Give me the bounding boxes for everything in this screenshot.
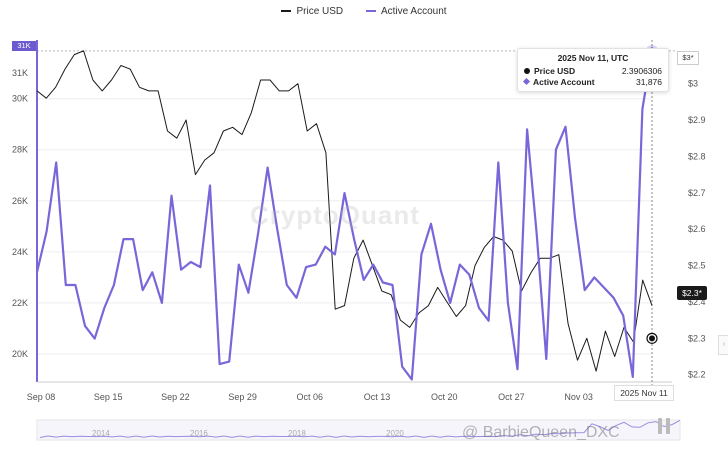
tooltip: 2025 Nov 11, UTC Price USD 2.3906306 Act… bbox=[517, 48, 669, 92]
author-credit: @ BarbieQueen_DXC bbox=[462, 424, 620, 441]
left-tick-label: 31K bbox=[12, 68, 28, 78]
navigator-handle-left bbox=[658, 418, 662, 434]
tooltip-row-account: Active Account 31,876 bbox=[522, 76, 662, 87]
price-marker bbox=[649, 335, 655, 342]
tooltip-price-value: 2.3906306 bbox=[621, 65, 662, 76]
legend-item-account[interactable]: Active Account bbox=[365, 5, 447, 17]
crosshair-date: 2025 Nov 11 bbox=[614, 385, 674, 401]
x-tick-label: Sep 29 bbox=[228, 392, 257, 402]
tooltip-row-price: Price USD 2.3906306 bbox=[524, 65, 662, 76]
legend-label-price: Price USD bbox=[296, 5, 344, 17]
legend: Price USD Active Account bbox=[0, 4, 728, 17]
active-account-line bbox=[35, 50, 654, 381]
account-swatch bbox=[365, 10, 376, 12]
right-tick-label: $2.3 bbox=[688, 333, 706, 343]
left-tick-label: 30K bbox=[12, 94, 28, 104]
right-tick-label: $2.9 bbox=[688, 115, 706, 125]
x-tick-label: Oct 20 bbox=[431, 392, 458, 402]
x-tick-label: Oct 13 bbox=[364, 392, 391, 402]
x-tick-label: Oct 27 bbox=[498, 392, 525, 402]
account-dot-icon bbox=[522, 77, 531, 86]
price-dot-icon bbox=[524, 67, 530, 74]
right-tick-label: $2.4 bbox=[688, 297, 706, 307]
left-tick-label: 28K bbox=[12, 145, 28, 155]
price-swatch bbox=[281, 10, 292, 12]
tooltip-account-value: 31,876 bbox=[636, 76, 662, 87]
left-tick-label: 22K bbox=[12, 298, 28, 308]
price-axis-marker: $2.3* bbox=[677, 286, 707, 300]
right-tick-label: $2.2 bbox=[688, 370, 706, 380]
x-tick-label: Nov 03 bbox=[564, 392, 593, 402]
x-tick-label: Sep 15 bbox=[94, 392, 123, 402]
navigator-handle-right bbox=[666, 418, 670, 434]
price-top-marker: $3* bbox=[677, 51, 699, 65]
navigator-line bbox=[39, 419, 681, 438]
x-tick-label: Sep 08 bbox=[27, 392, 56, 402]
x-axis: Sep 08 Sep 15 Sep 22 Sep 29 Oct 06 Oct 13 Oct … bbox=[27, 392, 593, 402]
legend-label-account: Active Account bbox=[380, 5, 447, 17]
left-tick-label: 24K bbox=[12, 247, 28, 257]
left-tick-label: 20K bbox=[12, 349, 28, 359]
account-axis-marker: 31K bbox=[12, 41, 36, 51]
left-axis: 20K 22K 24K 26K 28K 30K 31K bbox=[12, 68, 28, 359]
price-usd-line bbox=[36, 50, 653, 372]
legend-item-price[interactable]: Price USD bbox=[281, 6, 343, 17]
tooltip-account-label: Active Account bbox=[533, 76, 595, 87]
right-axis: $2.2 $2.3 $2.4 $2.5 $2.6 $2.7 $2.8 $2.9 $3 bbox=[688, 79, 706, 380]
navigator[interactable] bbox=[36, 418, 681, 441]
right-tick-label: $2.6 bbox=[688, 224, 706, 234]
navigator-year: 2016 bbox=[190, 429, 208, 438]
left-tick-label: 26K bbox=[12, 196, 28, 206]
x-tick-label: Oct 06 bbox=[297, 392, 324, 402]
right-tick-label: $2.8 bbox=[688, 151, 706, 161]
chevron-left-icon[interactable]: ‹ bbox=[718, 335, 728, 355]
navigator-year: 2018 bbox=[288, 429, 306, 438]
right-tick-label: $2.5 bbox=[688, 261, 706, 271]
right-tick-label: $2.7 bbox=[688, 188, 706, 198]
tooltip-price-label: Price USD bbox=[534, 65, 576, 76]
navigator-year: 2020 bbox=[386, 429, 404, 438]
watermark: CryptoQuant bbox=[250, 200, 420, 230]
right-tick-label: $3 bbox=[688, 79, 698, 89]
navigator-year: 2014 bbox=[92, 429, 110, 438]
tooltip-title: 2025 Nov 11, UTC bbox=[557, 53, 629, 63]
x-tick-label: Sep 22 bbox=[161, 392, 190, 402]
